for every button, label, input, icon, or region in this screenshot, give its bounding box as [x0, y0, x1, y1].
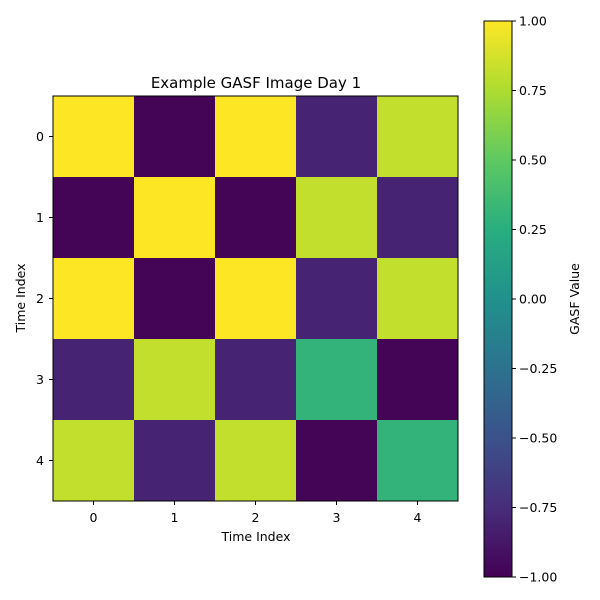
- colorbar-tick-label: 0.75: [519, 83, 547, 98]
- colorbar-tick-label: 0.25: [519, 222, 547, 237]
- heatmap-cell: [215, 177, 297, 259]
- heatmap-cell: [53, 339, 135, 421]
- colorbar-tick-label: 0.50: [519, 153, 547, 168]
- y-tick-label: 4: [36, 453, 44, 468]
- heatmap-cell: [53, 420, 135, 502]
- colorbar-label: GASF Value: [567, 263, 582, 335]
- heatmap-cell: [53, 96, 135, 178]
- y-tick-label: 2: [36, 291, 44, 306]
- heatmap-cell: [215, 258, 297, 340]
- colorbar-tick-label: −0.25: [519, 361, 557, 376]
- y-axis-ticks: 0 1 2 3 4: [36, 129, 53, 468]
- heatmap-cell: [53, 258, 135, 340]
- heatmap-cell: [134, 420, 216, 502]
- y-tick-label: 3: [36, 372, 44, 387]
- colorbar-tick-label: −1.00: [519, 570, 557, 585]
- x-axis-label: Time Index: [221, 529, 291, 544]
- x-tick-label: 1: [171, 510, 179, 525]
- heatmap-cell: [215, 96, 297, 178]
- heatmap-cell: [377, 96, 459, 178]
- heatmap-cell: [296, 420, 378, 502]
- heatmap-cell: [296, 96, 378, 178]
- heatmap-cell: [215, 339, 297, 421]
- heatmap-cell: [377, 420, 459, 502]
- heatmap-cell: [377, 258, 459, 340]
- y-tick-label: 1: [36, 210, 44, 225]
- x-tick-label: 3: [333, 510, 341, 525]
- chart-title: Example GASF Image Day 1: [151, 74, 361, 92]
- heatmap-cell: [377, 339, 459, 421]
- colorbar-tick-label: −0.50: [519, 431, 557, 446]
- colorbar-ticks: 1.00 0.75 0.50 0.25 0.00 −0.25 −0.50 −0.75 −1.00: [512, 14, 557, 585]
- x-axis-ticks: 0 1 2 3 4: [90, 501, 422, 525]
- colorbar-tick-label: 1.00: [519, 14, 547, 29]
- heatmap-cell: [296, 258, 378, 340]
- x-tick-label: 4: [414, 510, 422, 525]
- heatmap-cell: [296, 339, 378, 421]
- x-tick-label: 2: [252, 510, 260, 525]
- colorbar-tick-label: −0.75: [519, 500, 557, 515]
- heatmap-cell: [134, 339, 216, 421]
- x-tick-label: 0: [90, 510, 98, 525]
- heatmap-cell: [377, 177, 459, 259]
- heatmap-cell: [296, 177, 378, 259]
- y-axis-label: Time Index: [13, 264, 28, 334]
- heatmap-cell: [53, 177, 135, 259]
- heatmap-cells: [53, 96, 459, 502]
- colorbar-tick-label: 0.00: [519, 292, 547, 307]
- heatmap-cell: [215, 420, 297, 502]
- heatmap-cell: [134, 258, 216, 340]
- heatmap-cell: [134, 96, 216, 178]
- y-tick-label: 0: [36, 129, 44, 144]
- heatmap-cell: [134, 177, 216, 259]
- colorbar: [483, 20, 513, 578]
